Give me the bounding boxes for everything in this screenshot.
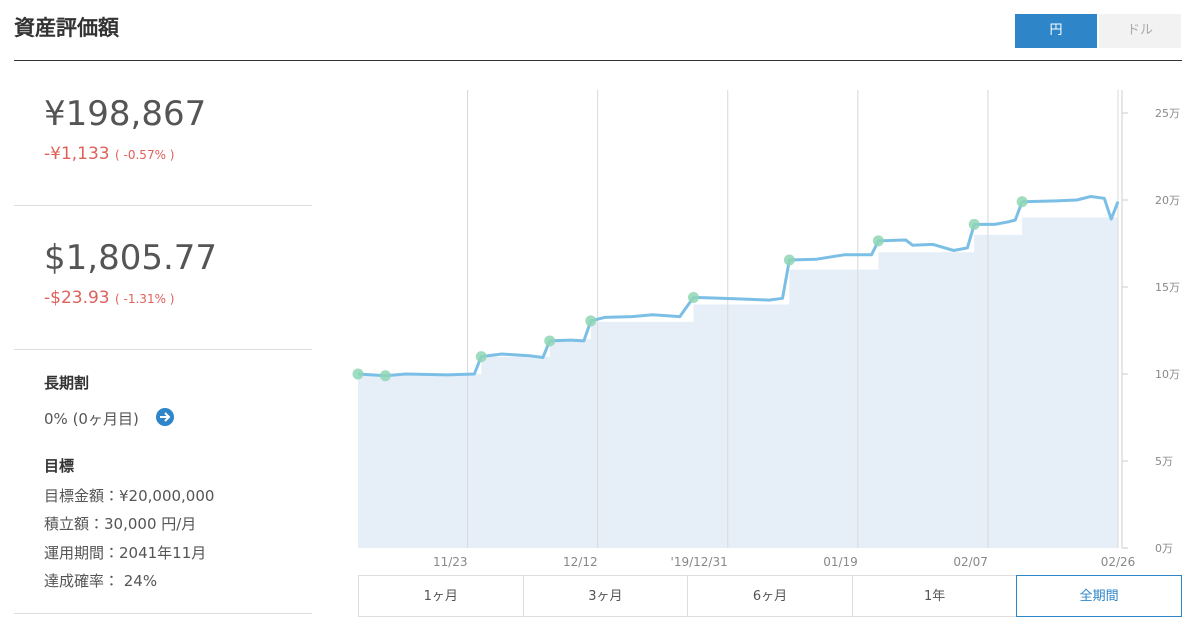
- jpy-change: -¥1,133 ( -0.57% ): [44, 144, 174, 164]
- y-tick-label: 15万: [1155, 281, 1180, 294]
- principal-area: [1022, 217, 1119, 548]
- jpy-change-amount: -¥1,133: [44, 144, 110, 164]
- long-term-value: 0% (0ヶ月目): [44, 410, 139, 428]
- usd-value: $1,805.77: [44, 238, 218, 278]
- jpy-value: ¥198,867: [44, 94, 207, 134]
- currency-usd[interactable]: ドル: [1099, 14, 1181, 48]
- x-tick-label: 12/12: [563, 555, 598, 569]
- x-tick-label: 11/23: [433, 555, 468, 569]
- arrow-button[interactable]: [155, 407, 175, 427]
- header-rule: [14, 60, 1182, 61]
- chart: 11/23 12/12 '19/12/31 01/19 02/07 02/26 0万 5万 10…: [352, 90, 1180, 569]
- divider: [14, 349, 312, 350]
- x-tick-label: 01/19: [823, 555, 858, 569]
- principal-area: [693, 304, 790, 548]
- usd-change-pct: ( -1.31% ): [115, 292, 175, 306]
- y-tick-label: 10万: [1155, 368, 1180, 381]
- principal-area: [590, 321, 694, 548]
- purchase-marker: [379, 370, 391, 382]
- period-tab[interactable]: 1ヶ月: [358, 575, 524, 617]
- period-tab[interactable]: 全期間: [1016, 575, 1182, 617]
- purchase-marker: [872, 235, 884, 247]
- purchase-marker: [1016, 196, 1028, 208]
- value-line: [357, 195, 1120, 378]
- currency-yen[interactable]: 円: [1015, 14, 1097, 48]
- purchase-marker: [783, 254, 795, 266]
- principal-area: [358, 374, 482, 548]
- purchase-marker: [352, 368, 364, 380]
- principal-area: [974, 234, 1023, 549]
- page-title: 資産評価額: [14, 16, 119, 40]
- purchase-marker: [585, 315, 597, 327]
- y-tick-label: 20万: [1155, 194, 1180, 207]
- period-tab[interactable]: 6ヶ月: [687, 575, 853, 617]
- usd-change: -$23.93 ( -1.31% ): [44, 288, 174, 308]
- long-term-title: 長期割: [44, 374, 90, 392]
- jpy-change-pct: ( -0.57% ): [115, 148, 175, 162]
- usd-change-amount: -$23.93: [44, 288, 110, 308]
- x-tick-label: '19/12/31: [671, 555, 728, 569]
- x-tick-label: 02/07: [953, 555, 988, 569]
- divider: [14, 205, 312, 206]
- period-tab[interactable]: 1年: [851, 575, 1018, 617]
- purchase-marker: [968, 218, 980, 230]
- y-tick-label: 5万: [1155, 455, 1173, 468]
- y-tick-label: 0万: [1155, 542, 1173, 555]
- goal-item: 達成確率： 24%: [44, 572, 158, 590]
- goal-item: 積立額：30,000 円/月: [44, 515, 197, 533]
- purchase-marker: [475, 351, 487, 363]
- principal-area: [878, 252, 975, 548]
- principal-area: [549, 339, 592, 548]
- goal-item: 運用期間：2041年11月: [44, 544, 207, 562]
- purchase-marker: [544, 335, 556, 347]
- principal-area: [481, 356, 551, 548]
- principal-area: [789, 269, 879, 548]
- divider: [14, 613, 312, 614]
- goal-title: 目標: [44, 457, 75, 475]
- purchase-marker: [687, 291, 699, 303]
- period-tab[interactable]: 3ヶ月: [522, 575, 689, 617]
- goal-item: 目標金額：¥20,000,000: [44, 487, 215, 505]
- x-tick-label: 02/26: [1101, 555, 1136, 569]
- y-tick-label: 25万: [1155, 107, 1180, 120]
